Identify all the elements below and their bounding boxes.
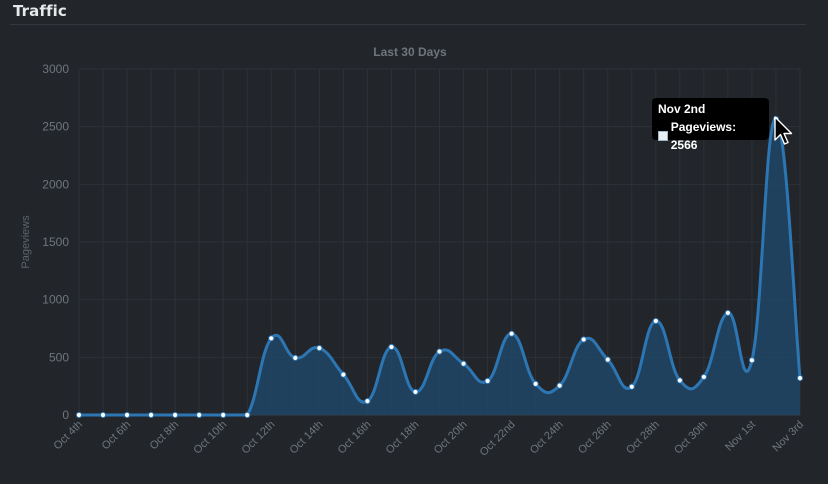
data-point[interactable] xyxy=(245,412,250,417)
data-point[interactable] xyxy=(100,412,105,417)
x-tick-label: Oct 12th xyxy=(240,419,278,457)
x-tick-label: Oct 4th xyxy=(52,419,86,453)
tooltip-series-row: Pageviews: 2566 xyxy=(658,118,763,154)
data-point[interactable] xyxy=(269,336,274,341)
data-point[interactable] xyxy=(413,389,418,394)
y-tick-label: 1000 xyxy=(42,293,69,307)
data-point[interactable] xyxy=(461,361,466,366)
x-tick-label: Oct 16th xyxy=(336,419,374,457)
x-tick-label: Nov 3rd xyxy=(770,419,806,455)
data-point[interactable] xyxy=(629,384,634,389)
data-point[interactable] xyxy=(653,318,658,323)
data-point[interactable] xyxy=(317,346,322,351)
x-tick-label: Oct 30th xyxy=(672,419,710,457)
data-point[interactable] xyxy=(341,372,346,377)
x-tick-label: Nov 1st xyxy=(723,419,758,454)
data-point[interactable] xyxy=(365,399,370,404)
data-point[interactable] xyxy=(749,358,754,363)
data-point[interactable] xyxy=(437,349,442,354)
tooltip-date: Nov 2nd xyxy=(658,101,763,117)
y-tick-label: 3000 xyxy=(42,62,69,76)
arrow-pointer-icon xyxy=(774,116,794,150)
data-point[interactable] xyxy=(149,412,154,417)
data-point[interactable] xyxy=(509,331,514,336)
data-point[interactable] xyxy=(293,355,298,360)
data-point[interactable] xyxy=(797,375,802,380)
x-tick-label: Oct 22nd xyxy=(478,419,518,459)
data-tooltip: Nov 2nd Pageviews: 2566 xyxy=(652,98,769,140)
x-tick-label: Oct 18th xyxy=(384,419,422,457)
y-tick-label: 500 xyxy=(49,350,69,364)
x-tick-label: Oct 6th xyxy=(100,419,134,453)
y-axis-ticks: 0 500 1000 1500 2000 2500 3000 xyxy=(42,62,69,422)
y-axis-label: Pageviews xyxy=(20,215,32,269)
x-tick-label: Oct 24th xyxy=(528,419,566,457)
x-axis-ticks: Oct 4th Oct 6th Oct 8th Oct 10th Oct 12th Oct… xyxy=(52,419,807,459)
data-point[interactable] xyxy=(389,344,394,349)
data-point[interactable] xyxy=(76,412,81,417)
data-point[interactable] xyxy=(197,412,202,417)
data-point[interactable] xyxy=(605,357,610,362)
data-point[interactable] xyxy=(581,337,586,342)
y-tick-label: 2500 xyxy=(42,120,69,134)
chart-title: Last 30 Days xyxy=(373,45,447,59)
data-point[interactable] xyxy=(533,381,538,386)
x-tick-label: Oct 14th xyxy=(288,419,326,457)
data-point[interactable] xyxy=(677,378,682,383)
x-tick-label: Oct 8th xyxy=(148,419,182,453)
data-point[interactable] xyxy=(221,412,226,417)
data-point[interactable] xyxy=(701,374,706,379)
y-tick-label: 0 xyxy=(62,408,69,422)
y-tick-label: 2000 xyxy=(42,177,69,191)
x-tick-label: Oct 28th xyxy=(624,419,662,457)
tooltip-series-swatch xyxy=(658,131,668,141)
data-point[interactable] xyxy=(485,378,490,383)
x-tick-label: Oct 10th xyxy=(191,419,229,457)
x-tick-label: Oct 26th xyxy=(576,419,614,457)
x-tick-label: Oct 20th xyxy=(432,419,470,457)
y-tick-label: 1500 xyxy=(42,235,69,249)
data-point[interactable] xyxy=(725,310,730,315)
data-point[interactable] xyxy=(557,383,562,388)
data-point[interactable] xyxy=(173,412,178,417)
data-point[interactable] xyxy=(124,412,129,417)
tooltip-value: Pageviews: 2566 xyxy=(671,118,763,154)
